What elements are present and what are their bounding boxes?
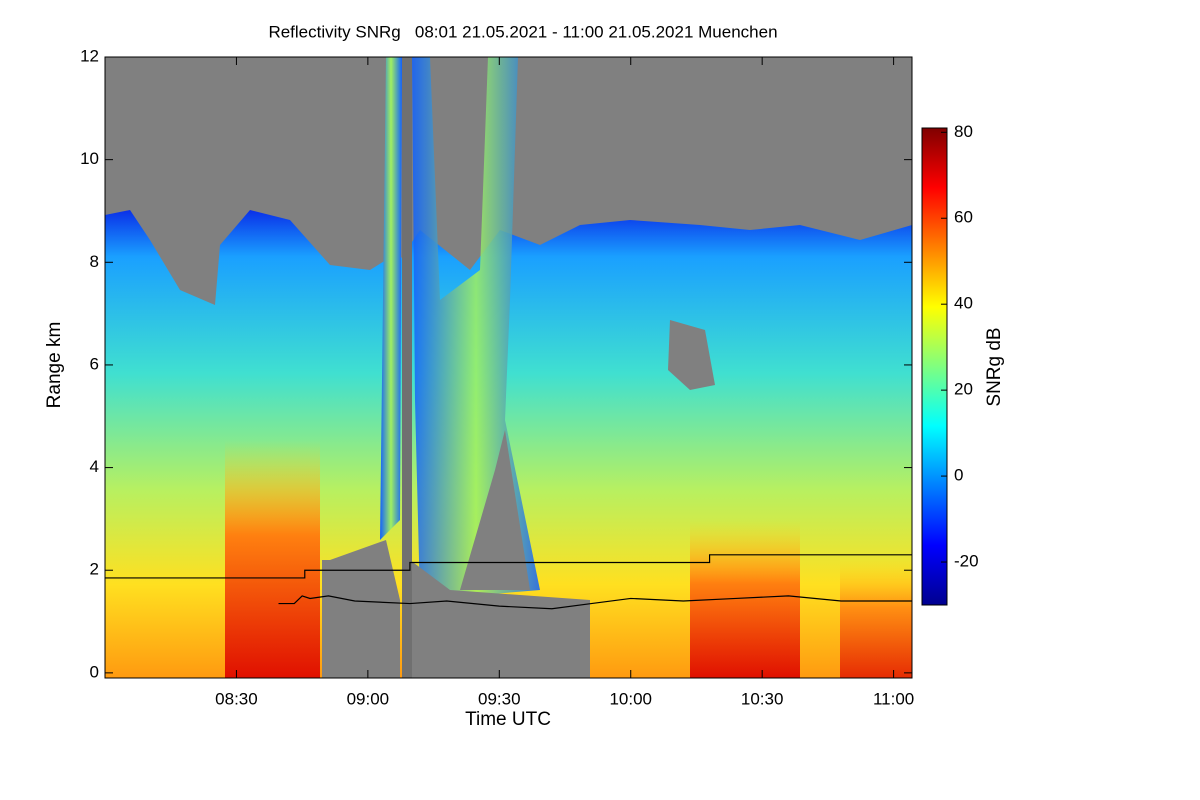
colorbar-tick-label: 0 [954, 466, 963, 485]
y-tick-label: 6 [90, 354, 99, 373]
x-axis-label: Time UTC [465, 709, 551, 730]
x-tick-label: 11:00 [873, 689, 914, 708]
colorbar-tick-label: 60 [954, 208, 973, 227]
x-tick-label: 09:30 [478, 689, 521, 708]
heatmap-field [105, 57, 912, 678]
plot-frame [104, 56, 913, 679]
y-tick-label: 0 [90, 662, 99, 681]
x-tick-label: 09:00 [347, 689, 390, 708]
y-axis-label: Range km [44, 322, 65, 409]
x-tick-label: 10:30 [741, 689, 784, 708]
y-tick-label: 4 [90, 457, 99, 476]
boundary-line [105, 554, 912, 579]
chart-title: Reflectivity SNRg 08:01 21.05.2021 - 11:… [268, 22, 777, 41]
x-tick-label: 08:30 [215, 689, 258, 708]
colorbar-tick-label: 20 [954, 380, 973, 399]
x-tick-label: 10:00 [609, 689, 652, 708]
colorbar-label: SNRg dB [984, 327, 1005, 406]
colorbar [921, 127, 948, 606]
y-tick-label: 10 [80, 149, 99, 168]
colorbar-tick-label: -20 [954, 552, 979, 571]
boundary-line [278, 595, 912, 610]
colorbar-tick-label: 80 [954, 122, 973, 141]
y-tick-label: 2 [90, 560, 99, 579]
y-tick-label: 8 [90, 252, 99, 271]
y-tick-label: 12 [80, 46, 99, 65]
colorbar-tick-label: 40 [954, 294, 973, 313]
